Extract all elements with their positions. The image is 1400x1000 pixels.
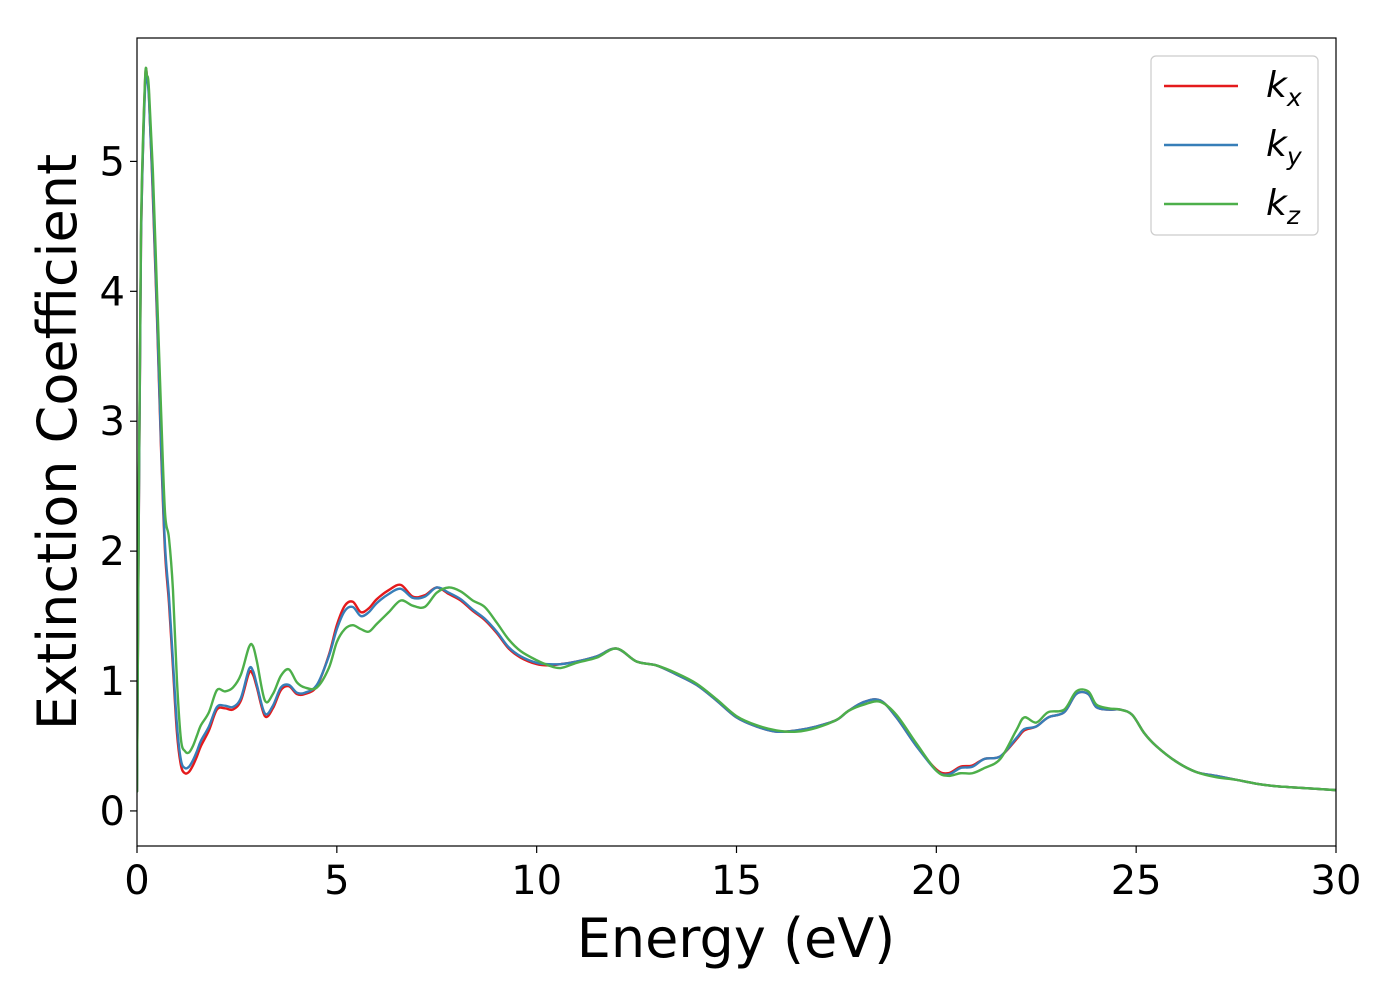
y-tick-label: 2 xyxy=(100,529,125,575)
x-tick-label: 5 xyxy=(324,858,349,904)
x-tick-label: 0 xyxy=(124,858,149,904)
legend-label-k-x: kx xyxy=(1266,65,1302,112)
y-axis-title: Extinction Coefficient xyxy=(26,154,89,730)
x-axis-title: Energy (eV) xyxy=(577,907,896,970)
y-tick-label: 1 xyxy=(100,659,125,705)
x-axis-ticks: 0 5 10 15 20 25 30 xyxy=(124,846,1361,904)
series-layer xyxy=(137,66,1336,793)
series-line-k-z xyxy=(137,66,1336,793)
x-tick-label: 30 xyxy=(1311,858,1362,904)
x-tick-label: 25 xyxy=(1111,858,1162,904)
y-tick-label: 0 xyxy=(100,789,125,835)
y-tick-label: 5 xyxy=(100,139,125,185)
series-line-k-y xyxy=(137,73,1336,793)
legend-label-k-z: kz xyxy=(1266,183,1301,230)
y-tick-label: 3 xyxy=(100,399,125,445)
y-tick-label: 4 xyxy=(100,269,125,315)
x-tick-label: 15 xyxy=(711,858,762,904)
x-tick-label: 10 xyxy=(511,858,562,904)
y-axis-ticks: 0 1 2 3 4 5 xyxy=(100,139,137,835)
x-tick-label: 20 xyxy=(911,858,962,904)
legend-label-k-y: ky xyxy=(1266,124,1303,171)
legend: kx ky kz xyxy=(1150,55,1319,236)
